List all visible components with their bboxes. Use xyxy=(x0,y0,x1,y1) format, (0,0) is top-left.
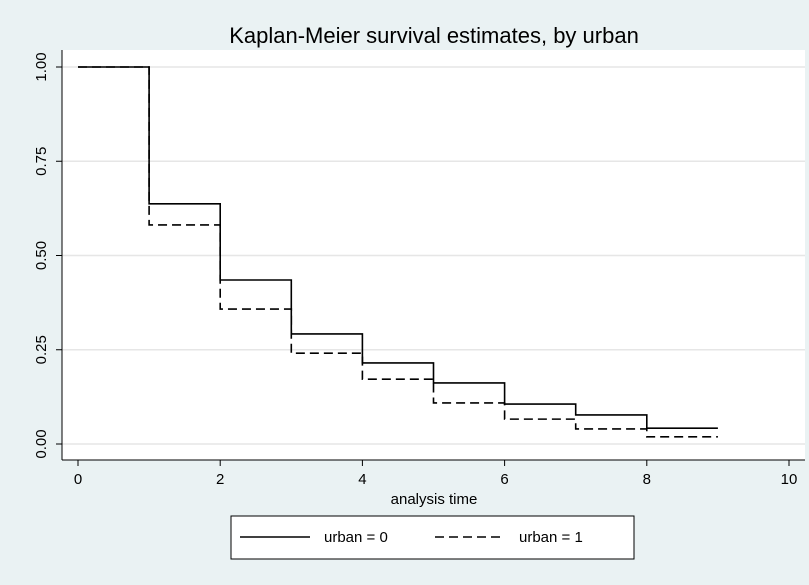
y-tick-label: 0.50 xyxy=(33,241,50,270)
x-tick-label: 2 xyxy=(216,471,224,488)
x-tick-label: 10 xyxy=(781,471,798,488)
x-tick-label: 8 xyxy=(643,471,651,488)
survival-line xyxy=(78,66,718,429)
y-tick-label: 1.00 xyxy=(33,52,50,81)
y-tick-label: 0.00 xyxy=(33,429,50,458)
x-tick-label: 6 xyxy=(500,471,508,488)
legend-label: urban = 0 xyxy=(324,529,388,546)
y-tick-label: 0.75 xyxy=(33,147,50,176)
x-tick-label: 4 xyxy=(358,471,366,488)
chart-title: Kaplan-Meier survival estimates, by urba… xyxy=(229,23,639,48)
x-tick-label: 0 xyxy=(74,471,82,488)
x-axis-label: analysis time xyxy=(391,491,478,508)
legend-label: urban = 1 xyxy=(519,529,583,546)
y-tick-label: 0.25 xyxy=(33,335,50,364)
survival-line xyxy=(78,66,718,438)
